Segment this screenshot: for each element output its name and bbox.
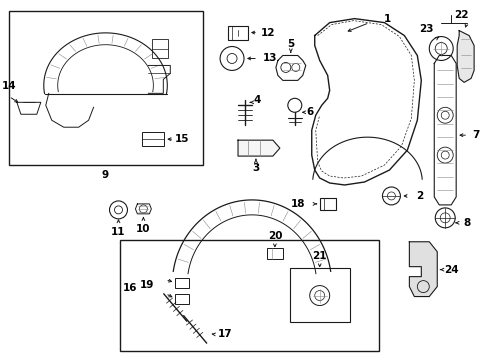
Text: 8: 8 xyxy=(464,218,471,228)
Text: 6: 6 xyxy=(306,107,314,117)
Text: 4: 4 xyxy=(253,95,261,105)
Text: 15: 15 xyxy=(175,134,190,144)
Text: 3: 3 xyxy=(252,163,260,173)
Bar xyxy=(143,132,164,146)
Bar xyxy=(267,248,283,259)
Text: 24: 24 xyxy=(444,265,459,275)
Bar xyxy=(290,268,349,323)
Bar xyxy=(175,293,189,303)
Text: 22: 22 xyxy=(454,10,468,20)
Polygon shape xyxy=(457,31,474,82)
Text: 2: 2 xyxy=(416,191,423,201)
Text: 17: 17 xyxy=(218,329,232,339)
Text: 1: 1 xyxy=(384,14,391,24)
Text: 18: 18 xyxy=(291,199,305,209)
Text: 13: 13 xyxy=(263,54,277,63)
Text: 14: 14 xyxy=(1,81,16,91)
Bar xyxy=(152,39,168,58)
Text: 21: 21 xyxy=(313,251,327,261)
Polygon shape xyxy=(238,140,280,156)
Bar xyxy=(228,26,248,40)
Polygon shape xyxy=(409,242,437,297)
Text: 10: 10 xyxy=(136,224,150,234)
Bar xyxy=(121,240,379,351)
Text: 5: 5 xyxy=(287,39,294,49)
Text: 23: 23 xyxy=(419,24,434,33)
Text: 12: 12 xyxy=(261,28,275,37)
Text: 19: 19 xyxy=(140,280,154,289)
Text: 11: 11 xyxy=(111,227,126,237)
Text: 16: 16 xyxy=(123,283,138,293)
Bar xyxy=(9,11,203,165)
Text: 20: 20 xyxy=(268,231,282,241)
Text: 9: 9 xyxy=(102,170,109,180)
Text: 7: 7 xyxy=(472,130,480,140)
Bar xyxy=(319,198,336,210)
Bar xyxy=(175,278,189,288)
